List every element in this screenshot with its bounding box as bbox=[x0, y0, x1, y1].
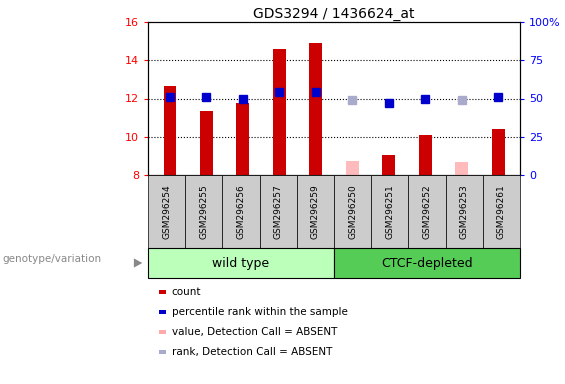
Bar bbox=[455, 162, 468, 175]
Bar bbox=[310, 43, 322, 175]
Text: GSM296259: GSM296259 bbox=[311, 184, 320, 239]
Text: GSM296253: GSM296253 bbox=[460, 184, 469, 239]
Bar bbox=[200, 111, 213, 175]
Title: GDS3294 / 1436624_at: GDS3294 / 1436624_at bbox=[253, 7, 415, 21]
Text: count: count bbox=[172, 287, 201, 297]
Text: GSM296256: GSM296256 bbox=[237, 184, 246, 239]
Bar bbox=[383, 155, 395, 175]
Text: genotype/variation: genotype/variation bbox=[3, 254, 102, 264]
Text: GSM296257: GSM296257 bbox=[273, 184, 282, 239]
Bar bbox=[236, 103, 249, 175]
Bar bbox=[492, 129, 505, 175]
Text: GSM296261: GSM296261 bbox=[497, 184, 506, 239]
Text: rank, Detection Call = ABSENT: rank, Detection Call = ABSENT bbox=[172, 347, 332, 357]
Bar bbox=[419, 135, 432, 175]
Polygon shape bbox=[134, 258, 142, 268]
Bar bbox=[346, 161, 359, 175]
Text: CTCF-depleted: CTCF-depleted bbox=[381, 257, 473, 270]
Text: wild type: wild type bbox=[212, 257, 270, 270]
Text: percentile rank within the sample: percentile rank within the sample bbox=[172, 307, 347, 317]
Text: value, Detection Call = ABSENT: value, Detection Call = ABSENT bbox=[172, 327, 337, 337]
Text: GSM296254: GSM296254 bbox=[162, 184, 171, 239]
Text: GSM296251: GSM296251 bbox=[385, 184, 394, 239]
Text: GSM296252: GSM296252 bbox=[423, 184, 432, 239]
Bar bbox=[273, 49, 286, 175]
Bar bbox=[163, 86, 176, 175]
Text: GSM296250: GSM296250 bbox=[348, 184, 357, 239]
Text: GSM296255: GSM296255 bbox=[199, 184, 208, 239]
